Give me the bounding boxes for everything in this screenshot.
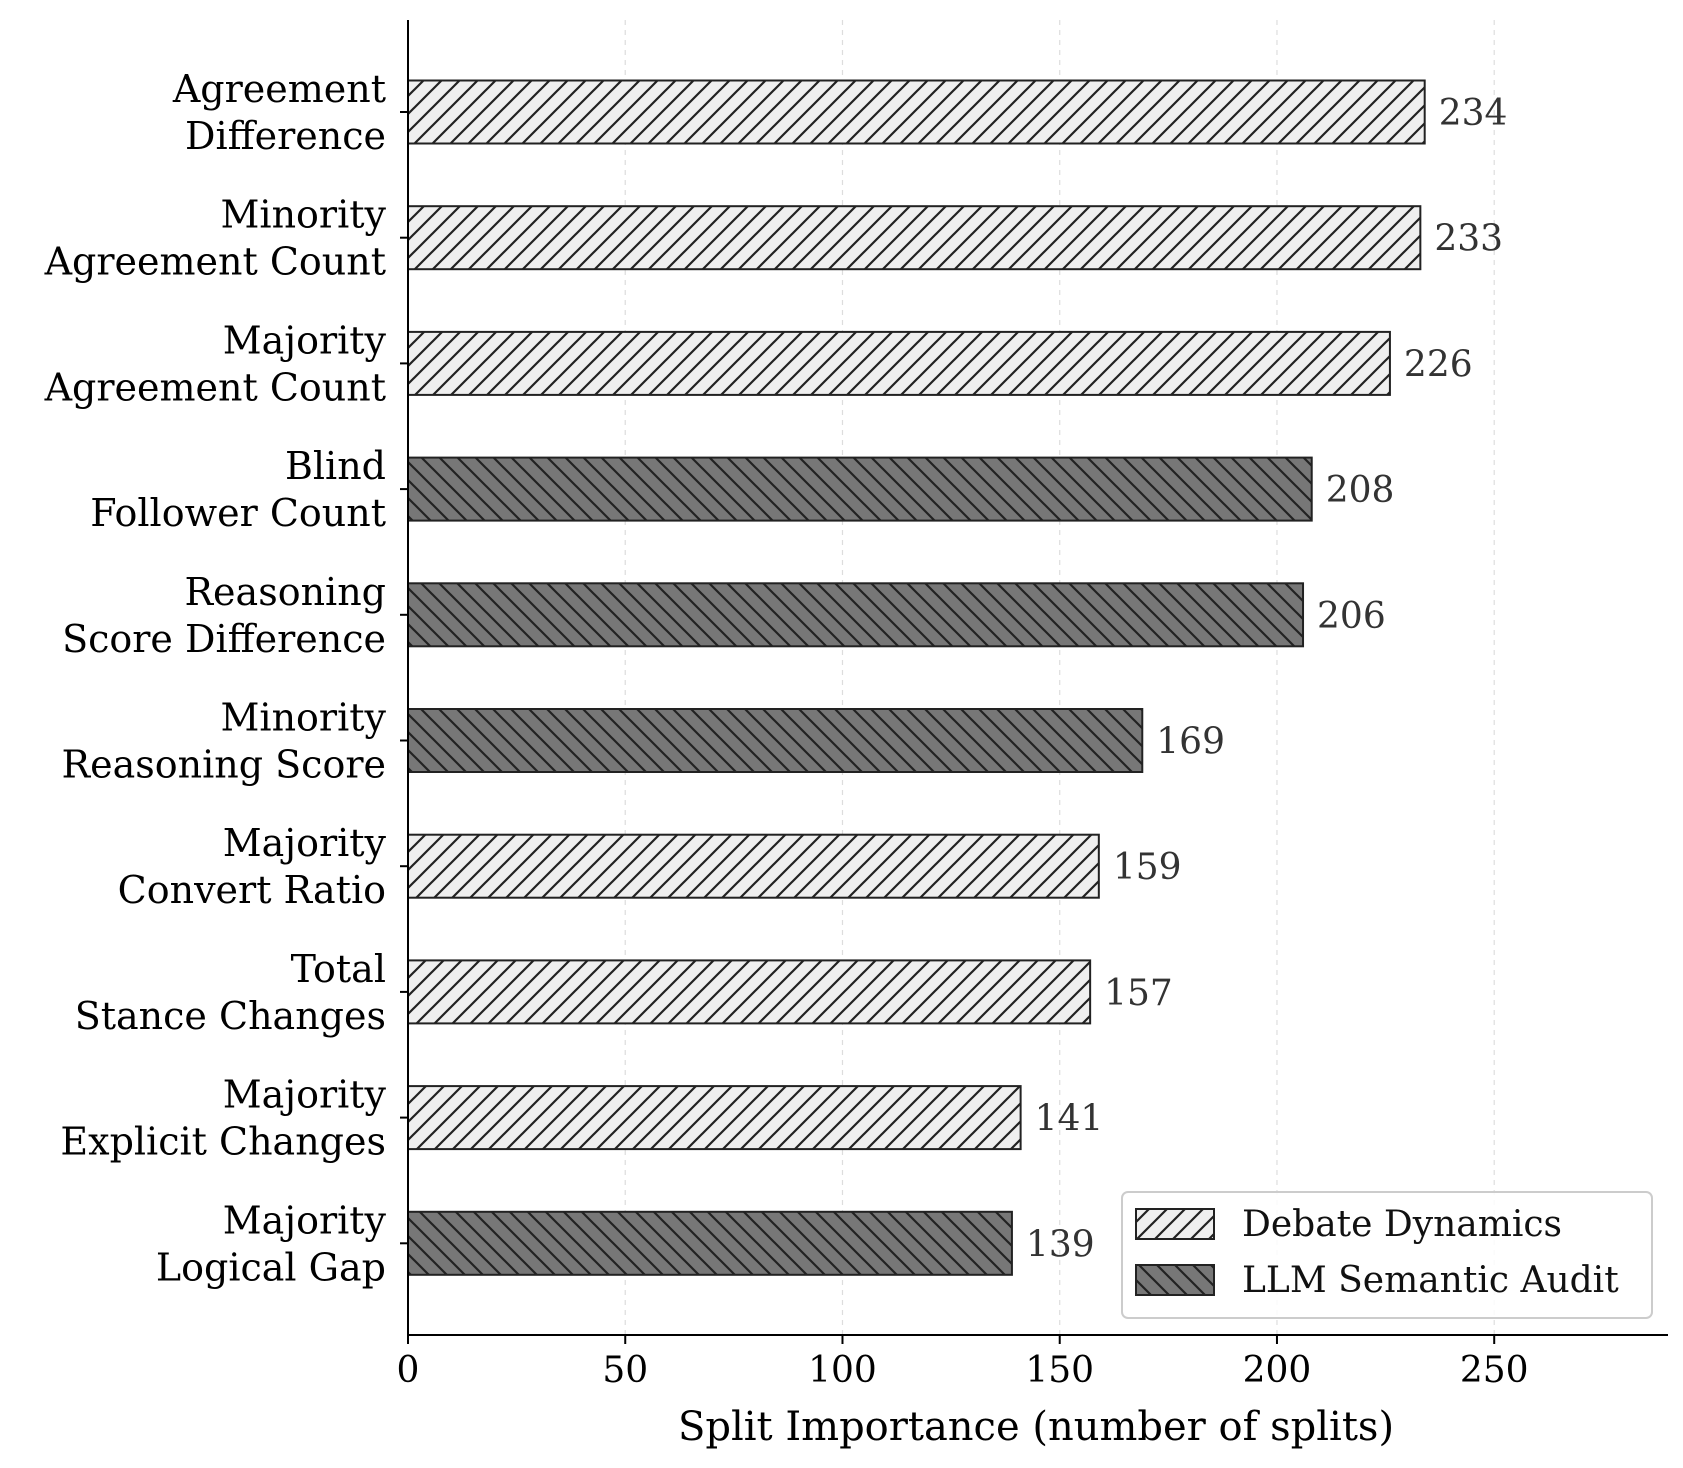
bar-majority-convert-ratio xyxy=(407,833,1100,899)
bar-majority-agreement-count xyxy=(407,330,1391,396)
value-label: 157 xyxy=(1104,973,1173,1014)
category-label: Majority Convert Ratio xyxy=(118,821,387,912)
labels: 234 Agreement Difference 233 Minority Agreeme… xyxy=(44,67,1508,1289)
bar-total-stance-changes xyxy=(407,959,1092,1025)
value-label: 159 xyxy=(1113,847,1182,888)
legend-swatch xyxy=(1135,1208,1215,1240)
x-tick-label: 150 xyxy=(1025,1350,1094,1391)
bar-minority-agreement-count xyxy=(407,205,1422,271)
category-label: Majority Agreement Count xyxy=(44,318,387,409)
legend-box xyxy=(1121,1191,1653,1319)
category-label: Majority Logical Gap xyxy=(156,1198,387,1289)
bar-reasoning-score-difference xyxy=(407,582,1305,648)
legend-swatch xyxy=(1135,1264,1215,1296)
x-axis-title: Split Importance (number of splits) xyxy=(678,1404,1394,1450)
x-tick-label: 250 xyxy=(1460,1350,1529,1391)
category-label: Blind Follower Count xyxy=(90,444,386,535)
axes: 0 50 100 150 200 250 xyxy=(397,20,1668,1391)
value-label: 169 xyxy=(1156,722,1225,763)
value-label: 208 xyxy=(1326,470,1395,511)
bar-majority-logical-gap xyxy=(407,1210,1013,1276)
bar-minority-reasoning-score xyxy=(407,708,1144,773)
category-label: Majority Explicit Changes xyxy=(60,1073,386,1164)
value-label: 139 xyxy=(1026,1224,1095,1265)
value-label: 141 xyxy=(1035,1099,1104,1140)
x-tick-label: 100 xyxy=(808,1350,877,1391)
category-label: Minority Agreement Count xyxy=(44,193,387,284)
category-label: Total Stance Changes xyxy=(75,947,386,1038)
value-label: 206 xyxy=(1317,596,1386,637)
x-tick-label: 50 xyxy=(602,1350,648,1391)
legend-label: Debate Dynamics xyxy=(1242,1204,1562,1245)
category-label: Agreement Difference xyxy=(172,67,386,158)
bar-blind-follower-count xyxy=(407,456,1313,522)
legend-label: LLM Semantic Audit xyxy=(1242,1260,1619,1301)
value-label: 234 xyxy=(1439,93,1508,134)
value-label: 226 xyxy=(1404,344,1473,385)
x-tick-label: 200 xyxy=(1243,1350,1312,1391)
category-label: Minority Reasoning Score xyxy=(62,696,387,787)
bar-majority-explicit-changes xyxy=(407,1085,1022,1151)
category-label: Reasoning Score Difference xyxy=(62,570,386,661)
value-label: 233 xyxy=(1434,219,1503,260)
bar-agreement-difference xyxy=(407,79,1426,145)
bars xyxy=(407,79,1426,1276)
legend: Debate Dynamics LLM Semantic Audit xyxy=(1121,1191,1653,1319)
x-tick-label: 0 xyxy=(397,1350,420,1391)
